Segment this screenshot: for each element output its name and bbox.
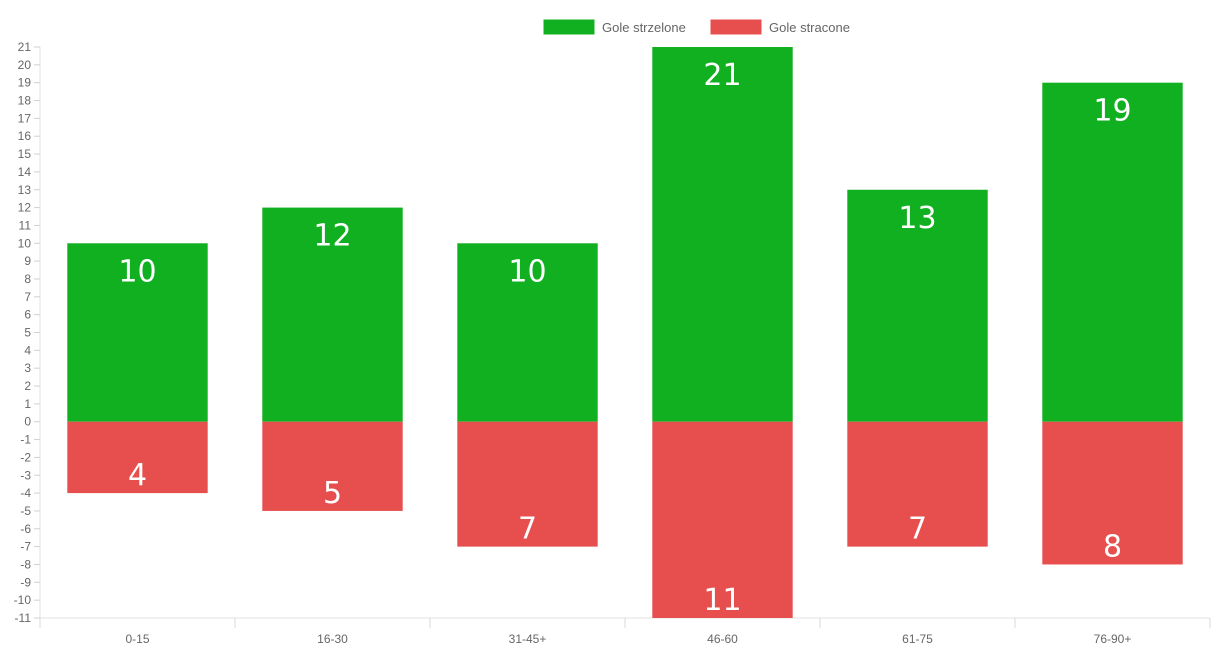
data-label-scored: 13 (898, 201, 936, 236)
data-label-scored: 19 (1093, 94, 1131, 129)
bar-conceded (1042, 421, 1183, 565)
y-tick-label: 8 (24, 272, 31, 286)
y-tick-label: 6 (24, 308, 31, 322)
data-label-scored: 21 (703, 58, 741, 93)
data-label-conceded: 4 (128, 458, 147, 493)
x-tick-label: 31-45+ (509, 632, 547, 646)
y-tick-label: 5 (24, 326, 31, 340)
bar-scored (67, 243, 208, 422)
y-tick-label: 7 (24, 290, 31, 304)
bar-conceded (652, 421, 793, 618)
x-tick-label: 76-90+ (1094, 632, 1132, 646)
legend-label-conceded[interactable]: Gole stracone (769, 20, 850, 35)
y-tick-label: 14 (18, 165, 32, 179)
y-tick-label: -2 (20, 450, 31, 464)
y-tick-label: 1 (24, 397, 31, 411)
bar-scored (457, 243, 598, 422)
y-tick-label: -3 (20, 468, 31, 482)
data-label-conceded: 5 (323, 476, 342, 511)
bar-conceded (847, 421, 988, 547)
x-tick-label: 61-75 (902, 632, 933, 646)
y-tick-label: -6 (20, 522, 31, 536)
y-tick-label: -10 (14, 593, 32, 607)
y-tick-label: 16 (18, 129, 32, 143)
data-label-scored: 10 (508, 254, 546, 289)
y-tick-label: 21 (18, 40, 32, 54)
bars (67, 47, 1183, 618)
y-tick-label: 2 (24, 379, 31, 393)
bar-scored (262, 207, 403, 422)
bar-scored (1042, 82, 1183, 422)
chart-legend: Gole strzelone Gole stracone (542, 18, 850, 36)
x-tick-label: 46-60 (707, 632, 738, 646)
y-tick-label: 3 (24, 361, 31, 375)
y-tick-label: -4 (20, 486, 31, 500)
bar-conceded (67, 421, 208, 494)
y-tick-label: 4 (24, 343, 31, 357)
legend-swatch-conceded[interactable] (709, 18, 763, 36)
data-label-conceded: 7 (518, 512, 537, 547)
y-tick-label: -5 (20, 504, 31, 518)
y-tick-label: 20 (18, 58, 32, 72)
bar-scored (847, 189, 988, 422)
data-label-scored: 10 (118, 254, 156, 289)
bar-conceded (457, 421, 598, 547)
y-tick-label: 18 (18, 94, 32, 108)
y-tick-label: -7 (20, 540, 31, 554)
legend-swatch-scored[interactable] (542, 18, 596, 36)
y-tick-label: 10 (18, 236, 32, 250)
y-tick-label: 17 (18, 111, 32, 125)
data-label-conceded: 8 (1103, 529, 1122, 564)
y-tick-label: 11 (19, 218, 32, 232)
data-label-conceded: 7 (908, 512, 927, 547)
y-tick-label: -1 (20, 433, 31, 447)
bar-scored (652, 47, 793, 422)
y-tick-label: -11 (15, 611, 32, 625)
y-tick-label: 15 (18, 147, 32, 161)
legend-label-scored[interactable]: Gole strzelone (602, 20, 686, 35)
y-tick-label: -8 (20, 557, 31, 571)
x-tick-label: 0-15 (125, 632, 149, 646)
data-label-conceded: 11 (703, 583, 741, 618)
y-tick-label: 9 (24, 254, 31, 268)
y-tick-label: 0 (24, 415, 31, 429)
y-tick-label: -9 (20, 575, 31, 589)
data-label-scored: 12 (313, 219, 351, 254)
y-tick-label: 12 (18, 201, 32, 215)
y-tick-label: 13 (18, 183, 32, 197)
y-axis: -11-10-9-8-7-6-5-4-3-2-10123456789101112… (14, 40, 41, 625)
y-tick-label: 19 (18, 76, 32, 90)
x-tick-label: 16-30 (317, 632, 348, 646)
data-labels: 10 12 10 21 13 19 4 5 7 11 7 8 (118, 58, 1131, 618)
bar-conceded (262, 421, 403, 511)
x-axis: 0-15 16-30 31-45+ 46-60 61-75 76-90+ (39, 617, 1211, 646)
